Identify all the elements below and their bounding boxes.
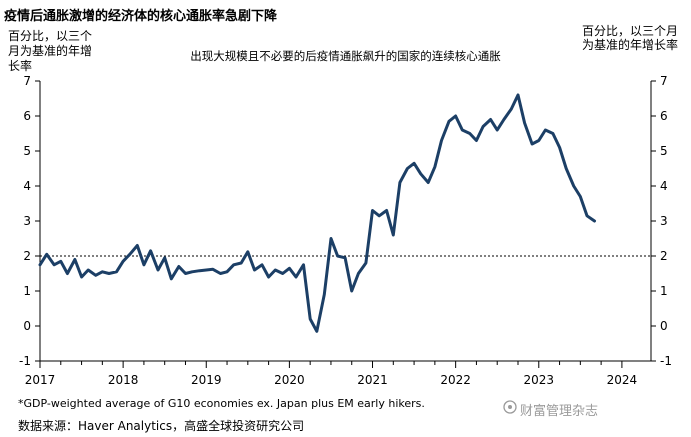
y-tick-label-left: 1 (23, 284, 31, 298)
x-tick-label: 2023 (524, 373, 555, 387)
y-tick-label-left: 3 (23, 214, 31, 228)
y-tick-label-left: 4 (23, 179, 31, 193)
y-axis-label-right: 百分比，以三个月为基准的年增长率 (582, 24, 679, 52)
x-tick-label: 2019 (191, 373, 222, 387)
watermark-text: 财富管理杂志 (520, 404, 599, 419)
y-tick-label-right: 7 (660, 74, 668, 88)
x-tick-label: 2018 (108, 373, 139, 387)
source-note: 数据来源：Haver Analytics，高盛全球投资研究公司 (18, 419, 305, 433)
watermark-logo-icon (503, 400, 517, 414)
chart-title: 疫情后通胀激增的经济体的核心通胀率急剧下降 (4, 9, 278, 24)
footnote: *GDP-weighted average of G10 economies e… (18, 397, 425, 410)
y-tick-label-right: 6 (660, 109, 668, 123)
y-axis-label-left: 百分比，以三个月为基准的年增长率 (8, 29, 93, 73)
y-tick-label-right: 3 (660, 214, 668, 228)
x-tick-label: 2022 (440, 373, 471, 387)
y-tick-label-right: -1 (660, 354, 672, 368)
x-tick-label: 2024 (607, 373, 638, 387)
y-tick-label-right: 2 (660, 249, 668, 263)
y-tick-label-left: 2 (23, 249, 31, 263)
core-inflation-line (38, 93, 596, 333)
x-tick-label: 2017 (25, 373, 56, 387)
x-tick-label: 2021 (357, 373, 388, 387)
y-tick-label-right: 5 (660, 144, 668, 158)
y-tick-label-left: 5 (23, 144, 31, 158)
y-tick-label-right: 4 (660, 179, 668, 193)
x-tick-label: 2020 (274, 373, 305, 387)
y-tick-label-right: 1 (660, 284, 668, 298)
y-tick-label-left: -1 (19, 354, 31, 368)
y-tick-label-left: 6 (23, 109, 31, 123)
chart-subtitle: 出现大规模且不必要的后疫情通胀飙升的国家的连续核心通胀 (190, 49, 501, 63)
y-tick-label-left: 0 (23, 319, 31, 333)
y-tick-label-left: 7 (23, 74, 31, 88)
y-tick-label-right: 0 (660, 319, 668, 333)
